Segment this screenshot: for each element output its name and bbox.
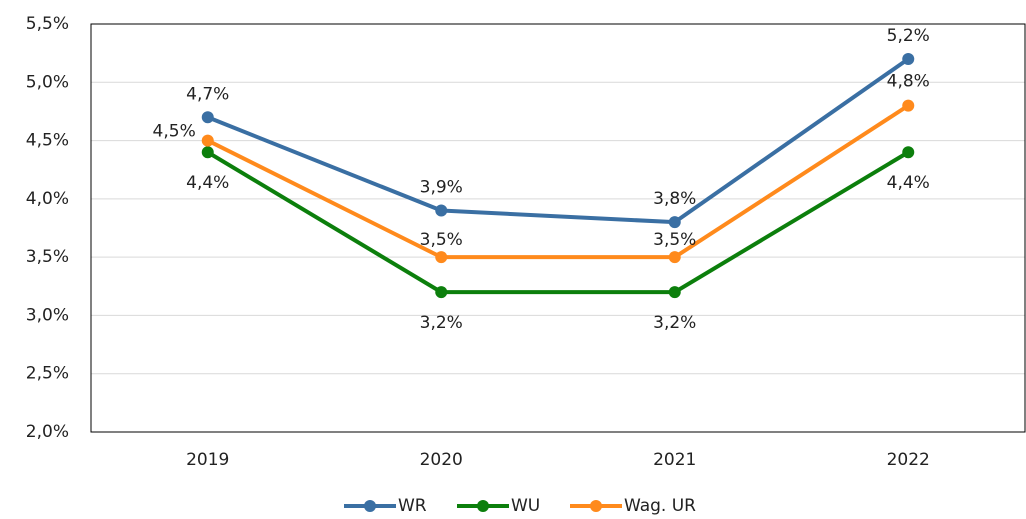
data-point: [435, 251, 448, 264]
y-tick-label: 3,5%: [26, 247, 69, 267]
data-label: 4,8%: [887, 72, 930, 92]
data-label: 5,2%: [887, 26, 930, 46]
data-point: [435, 286, 448, 299]
data-label: 4,4%: [186, 173, 229, 193]
plot-frame: [90, 23, 1026, 433]
y-tick-label: 5,0%: [26, 72, 69, 92]
x-tick-label: 2020: [420, 450, 463, 470]
x-tick-label: 2022: [887, 450, 930, 470]
y-tick-label: 4,5%: [26, 131, 69, 151]
data-point: [201, 134, 214, 147]
data-label: 3,2%: [653, 313, 696, 333]
data-label: 4,5%: [153, 122, 196, 142]
x-tick-label: 2021: [653, 450, 696, 470]
y-tick-label: 3,0%: [26, 305, 69, 325]
x-tick-label: 2019: [186, 450, 229, 470]
data-label: 3,2%: [420, 313, 463, 333]
y-tick-label: 4,0%: [26, 189, 69, 209]
y-tick-label: 5,5%: [26, 14, 69, 34]
series-line: [206, 103, 910, 260]
data-label: 3,9%: [420, 178, 463, 198]
data-point: [902, 52, 915, 65]
legend-label: WR: [398, 496, 427, 516]
y-tick-label: 2,0%: [26, 422, 69, 442]
data-point: [435, 204, 448, 217]
series-line: [207, 57, 910, 225]
data-point: [201, 111, 214, 124]
legend-label: Wag. UR: [624, 496, 696, 516]
legend-label: WU: [511, 496, 540, 516]
data-point: [902, 146, 915, 159]
data-label: 4,7%: [186, 84, 229, 104]
data-point: [668, 216, 681, 229]
data-label: 4,4%: [887, 173, 930, 193]
data-point: [902, 99, 915, 112]
legend-marker: [590, 500, 602, 512]
data-point: [201, 146, 214, 159]
legend-marker: [364, 500, 376, 512]
y-tick-label: 2,5%: [26, 364, 69, 384]
data-label: 3,8%: [653, 189, 696, 209]
legend-marker: [477, 500, 489, 512]
data-point: [668, 251, 681, 264]
data-label: 3,5%: [420, 230, 463, 250]
series-line: [206, 150, 910, 295]
data-label: 3,5%: [653, 230, 696, 250]
data-point: [668, 286, 681, 299]
